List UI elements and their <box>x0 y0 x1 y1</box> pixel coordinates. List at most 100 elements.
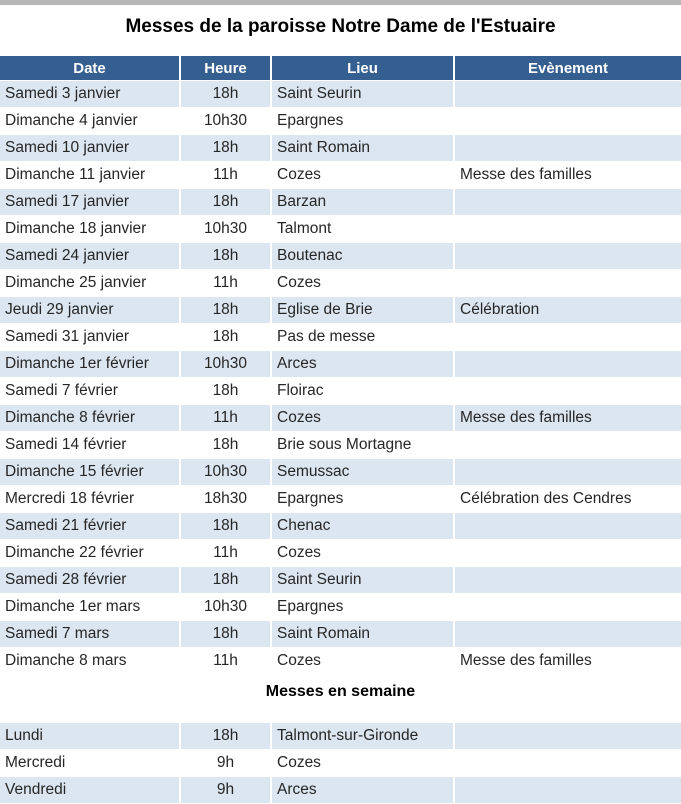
cell-evenement <box>455 432 681 459</box>
cell-date: Dimanche 4 janvier <box>0 108 181 135</box>
cell-evenement: Messe des familles <box>455 648 681 675</box>
cell-lieu: Cozes <box>272 648 455 675</box>
table-row: Samedi 24 janvier 18h Boutenac <box>0 243 681 270</box>
cell-evenement <box>455 594 681 621</box>
table-row: Dimanche 25 janvier 11h Cozes <box>0 270 681 297</box>
cell-lieu: Eglise de Brie <box>272 297 455 324</box>
cell-lieu: Saint Seurin <box>272 81 455 108</box>
table-row: Dimanche 4 janvier 10h30 Epargnes <box>0 108 681 135</box>
table-row: Dimanche 8 mars 11h Cozes Messe des famille… <box>0 648 681 675</box>
table-row: Dimanche 8 février 11h Cozes Messe des fami… <box>0 405 681 432</box>
cell-evenement: Célébration <box>455 297 681 324</box>
cell-day: Mercredi <box>0 750 181 777</box>
cell-evenement <box>455 750 681 777</box>
cell-lieu: Pas de messe <box>272 324 455 351</box>
cell-evenement <box>455 135 681 162</box>
table-row: Samedi 7 février 18h Floirac <box>0 378 681 405</box>
cell-evenement <box>455 216 681 243</box>
cell-lieu: Saint Romain <box>272 135 455 162</box>
schedule-header-row: Date Heure Lieu Evènement <box>0 56 681 81</box>
cell-evenement <box>455 513 681 540</box>
cell-heure: 9h <box>181 750 272 777</box>
table-row: Samedi 7 mars 18h Saint Romain <box>0 621 681 648</box>
cell-evenement: Messe des familles <box>455 162 681 189</box>
cell-date: Samedi 31 janvier <box>0 324 181 351</box>
cell-lieu: Arces <box>272 351 455 378</box>
schedule-table-body: Samedi 3 janvier 18h Saint Seurin Dimanche … <box>0 81 681 675</box>
cell-lieu: Chenac <box>272 513 455 540</box>
cell-lieu: Epargnes <box>272 108 455 135</box>
cell-heure: 18h <box>181 243 272 270</box>
cell-heure: 18h <box>181 723 272 750</box>
cell-date: Samedi 14 février <box>0 432 181 459</box>
cell-evenement <box>455 777 681 804</box>
cell-date: Mercredi 18 février <box>0 486 181 513</box>
cell-heure: 10h30 <box>181 108 272 135</box>
cell-heure: 18h <box>181 81 272 108</box>
weekday-table-body: Lundi 18h Talmont-sur-Gironde Mercredi 9h Coz… <box>0 723 681 804</box>
cell-heure: 18h <box>181 567 272 594</box>
table-row: Samedi 3 janvier 18h Saint Seurin <box>0 81 681 108</box>
cell-date: Dimanche 11 janvier <box>0 162 181 189</box>
table-row: Lundi 18h Talmont-sur-Gironde <box>0 723 681 750</box>
cell-heure: 18h30 <box>181 486 272 513</box>
cell-lieu: Saint Romain <box>272 621 455 648</box>
cell-date: Samedi 7 février <box>0 378 181 405</box>
table-row: Dimanche 22 février 11h Cozes <box>0 540 681 567</box>
cell-lieu: Cozes <box>272 540 455 567</box>
window-edge-divider <box>0 0 681 5</box>
cell-lieu: Arces <box>272 777 455 804</box>
cell-lieu: Floirac <box>272 378 455 405</box>
table-row: Samedi 28 février 18h Saint Seurin <box>0 567 681 594</box>
cell-date: Dimanche 8 mars <box>0 648 181 675</box>
cell-heure: 18h <box>181 135 272 162</box>
table-row: Dimanche 1er février 10h30 Arces <box>0 351 681 378</box>
table-row: Jeudi 29 janvier 18h Eglise de Brie Célébra… <box>0 297 681 324</box>
cell-date: Samedi 24 janvier <box>0 243 181 270</box>
cell-heure: 11h <box>181 405 272 432</box>
cell-evenement <box>455 621 681 648</box>
cell-date: Dimanche 15 février <box>0 459 181 486</box>
cell-date: Samedi 3 janvier <box>0 81 181 108</box>
cell-lieu: Epargnes <box>272 594 455 621</box>
table-row: Dimanche 1er mars 10h30 Epargnes <box>0 594 681 621</box>
cell-lieu: Barzan <box>272 189 455 216</box>
cell-lieu: Epargnes <box>272 486 455 513</box>
cell-evenement <box>455 351 681 378</box>
cell-lieu: Saint Seurin <box>272 567 455 594</box>
cell-date: Dimanche 22 février <box>0 540 181 567</box>
cell-heure: 10h30 <box>181 459 272 486</box>
table-row: Samedi 10 janvier 18h Saint Romain <box>0 135 681 162</box>
cell-evenement <box>455 378 681 405</box>
cell-heure: 10h30 <box>181 594 272 621</box>
cell-date: Jeudi 29 janvier <box>0 297 181 324</box>
cell-heure: 9h <box>181 777 272 804</box>
cell-heure: 11h <box>181 270 272 297</box>
cell-heure: 18h <box>181 513 272 540</box>
column-header-lieu: Lieu <box>272 56 455 81</box>
column-header-heure: Heure <box>181 56 272 81</box>
table-row: Mercredi 9h Cozes <box>0 750 681 777</box>
cell-heure: 18h <box>181 378 272 405</box>
column-header-date: Date <box>0 56 181 81</box>
cell-lieu: Cozes <box>272 270 455 297</box>
cell-heure: 11h <box>181 648 272 675</box>
cell-date: Samedi 28 février <box>0 567 181 594</box>
cell-heure: 18h <box>181 432 272 459</box>
cell-date: Samedi 7 mars <box>0 621 181 648</box>
page-title: Messes de la paroisse Notre Dame de l'Es… <box>125 16 556 37</box>
column-header-evenement: Evènement <box>455 56 681 81</box>
cell-date: Samedi 17 janvier <box>0 189 181 216</box>
cell-evenement <box>455 540 681 567</box>
cell-evenement <box>455 270 681 297</box>
cell-heure: 18h <box>181 324 272 351</box>
cell-date: Dimanche 1er février <box>0 351 181 378</box>
cell-evenement <box>455 459 681 486</box>
cell-date: Dimanche 25 janvier <box>0 270 181 297</box>
cell-lieu: Cozes <box>272 405 455 432</box>
table-row: Mercredi 18 février 18h30 Epargnes Célébrat… <box>0 486 681 513</box>
cell-date: Samedi 21 février <box>0 513 181 540</box>
table-row: Samedi 31 janvier 18h Pas de messe <box>0 324 681 351</box>
table-row: Dimanche 18 janvier 10h30 Talmont <box>0 216 681 243</box>
cell-day: Lundi <box>0 723 181 750</box>
